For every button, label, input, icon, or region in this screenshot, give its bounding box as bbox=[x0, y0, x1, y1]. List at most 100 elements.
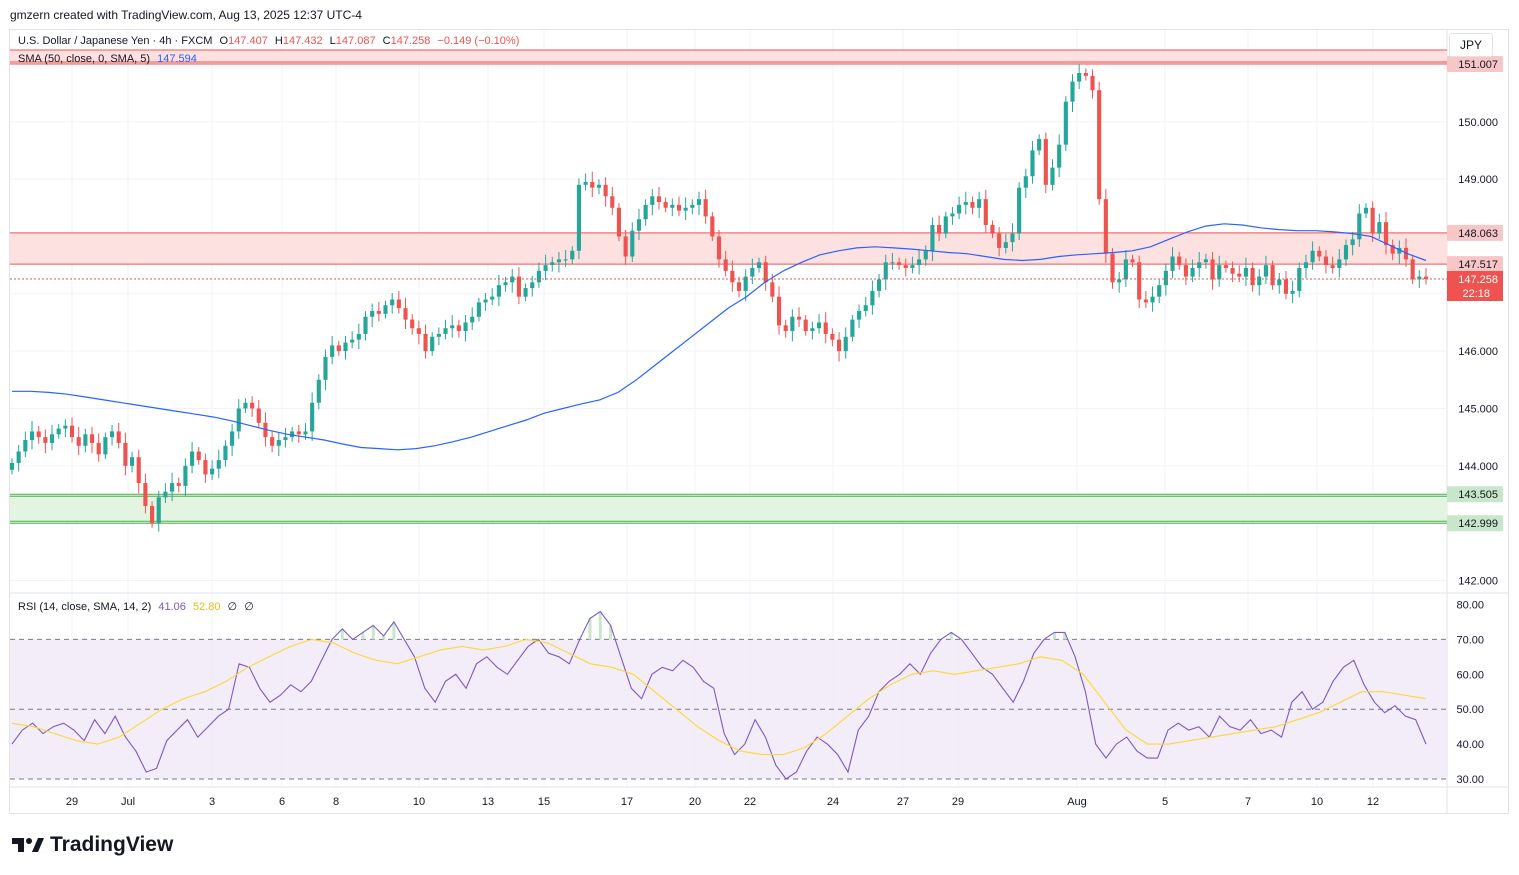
candle-body-102 bbox=[690, 204, 695, 208]
candle-body-84 bbox=[570, 250, 575, 260]
price-tick-2: 146.000 bbox=[1458, 346, 1498, 358]
time-tick-3: 6 bbox=[279, 796, 285, 808]
candle-body-63 bbox=[430, 336, 435, 352]
candle-body-49 bbox=[336, 345, 341, 352]
candle-body-15 bbox=[109, 431, 115, 438]
price-tick-3: 145.000 bbox=[1458, 403, 1498, 415]
candle-body-164 bbox=[1103, 199, 1108, 254]
attribution-text: gmzern created with TradingView.com, Aug… bbox=[10, 8, 362, 22]
candle-body-16 bbox=[116, 431, 121, 443]
candle-body-181 bbox=[1217, 265, 1222, 280]
candle-body-14 bbox=[103, 437, 108, 455]
candle-body-212 bbox=[1423, 276, 1429, 280]
candle-body-28 bbox=[196, 451, 201, 461]
candle-body-184 bbox=[1237, 273, 1242, 277]
candle-body-87 bbox=[590, 181, 595, 188]
rsi-legend: RSI (14, close, SMA, 14, 2) 41.06 52.80 … bbox=[18, 600, 258, 613]
zone-resistance-0 bbox=[10, 50, 1447, 65]
time-tick-15: 5 bbox=[1162, 796, 1168, 808]
time-tick-8: 17 bbox=[621, 796, 633, 808]
candle-body-79 bbox=[536, 270, 541, 283]
candle-body-41 bbox=[283, 437, 288, 441]
zone-label-151: 151.007 bbox=[1458, 59, 1498, 71]
candle-body-189 bbox=[1270, 265, 1275, 286]
zone-label-151-bg bbox=[1447, 56, 1503, 73]
candle-body-33 bbox=[230, 431, 235, 446]
candle-body-162 bbox=[1090, 75, 1095, 91]
zone-labels: 151.007 148.063 147.517 143.505 142.999 147.2… bbox=[1447, 56, 1503, 532]
candle-body-20 bbox=[143, 483, 148, 506]
zone-label-142999: 142.999 bbox=[1458, 518, 1498, 530]
candle-body-74 bbox=[503, 282, 508, 286]
zone-label-147517-bg bbox=[1447, 256, 1503, 273]
candle-body-186 bbox=[1250, 267, 1255, 286]
candle-body-124 bbox=[836, 339, 842, 352]
candle-body-107 bbox=[723, 259, 728, 271]
candle-body-89 bbox=[603, 184, 608, 197]
candle-body-208 bbox=[1397, 247, 1402, 254]
candle-body-50 bbox=[343, 342, 348, 352]
candle-body-78 bbox=[530, 282, 535, 289]
candle-body-139 bbox=[937, 224, 942, 234]
time-tick-16: 7 bbox=[1245, 796, 1251, 808]
candle-body-194 bbox=[1303, 262, 1309, 268]
candle-body-98 bbox=[663, 202, 668, 208]
candle-body-211 bbox=[1417, 276, 1422, 280]
candle-body-152 bbox=[1023, 176, 1028, 188]
candle-body-172 bbox=[1157, 285, 1162, 297]
candle-body-199 bbox=[1337, 259, 1342, 268]
candle-body-150 bbox=[1010, 233, 1015, 243]
candle-body-83 bbox=[563, 259, 568, 261]
rsi-ma-value: 52.80 bbox=[192, 601, 221, 613]
sma-legend: SMA (50, close, 0, SMA, 5) 147.594 bbox=[18, 53, 201, 65]
candle-body-149 bbox=[1003, 242, 1008, 248]
sma-value: 147.594 bbox=[157, 53, 197, 65]
candle-body-170 bbox=[1143, 299, 1148, 303]
rsi-tick-3: 50.00 bbox=[1456, 704, 1484, 716]
zone-label-148063: 148.063 bbox=[1458, 228, 1498, 240]
brand-name: TradingView bbox=[50, 833, 174, 856]
rsi-tick-5: 30.00 bbox=[1456, 774, 1484, 786]
candle-body-143 bbox=[963, 202, 968, 205]
candle-body-115 bbox=[776, 296, 782, 326]
rsi-axis: 80.00 70.00 60.00 50.00 40.00 30.00 bbox=[1456, 599, 1484, 786]
candle-body-97 bbox=[656, 196, 662, 203]
time-tick-18: 12 bbox=[1367, 796, 1379, 808]
currency-button[interactable]: JPY bbox=[1449, 33, 1493, 57]
candle-body-203 bbox=[1363, 207, 1369, 214]
candle-body-155 bbox=[1043, 138, 1048, 185]
candle-body-101 bbox=[683, 207, 688, 211]
candle-body-64 bbox=[436, 333, 441, 337]
candle-body-158 bbox=[1063, 101, 1068, 145]
change-value: −0.149 (−0.10%) bbox=[437, 35, 520, 47]
candle-body-72 bbox=[490, 296, 495, 300]
candle-body-34 bbox=[236, 408, 241, 432]
candle-body-61 bbox=[416, 328, 421, 334]
candle-body-55 bbox=[376, 311, 381, 314]
candle-body-123 bbox=[830, 333, 835, 340]
candle-body-0 bbox=[9, 462, 15, 470]
candle-body-59 bbox=[403, 308, 408, 320]
rsi-tick-2: 60.00 bbox=[1456, 669, 1484, 681]
candle-body-190 bbox=[1277, 279, 1282, 286]
candle-body-53 bbox=[363, 316, 368, 334]
candle-body-82 bbox=[556, 259, 561, 263]
candle-body-131 bbox=[883, 262, 888, 280]
candle-body-105 bbox=[710, 216, 715, 237]
candle-body-94 bbox=[636, 219, 642, 231]
candle-body-68 bbox=[463, 322, 468, 332]
candle-body-112 bbox=[756, 262, 762, 268]
time-tick-7: 15 bbox=[538, 796, 550, 808]
candle-body-122 bbox=[823, 322, 828, 334]
candle-body-156 bbox=[1050, 167, 1055, 185]
price-tick-0: 150.000 bbox=[1458, 117, 1498, 129]
candle-body-198 bbox=[1330, 265, 1335, 268]
candle-body-58 bbox=[396, 299, 401, 309]
candle-body-119 bbox=[803, 319, 808, 332]
candle-body-52 bbox=[356, 333, 361, 340]
candle-body-5 bbox=[43, 437, 48, 443]
candle-body-177 bbox=[1190, 267, 1195, 277]
candle-body-44 bbox=[303, 431, 308, 435]
candle-body-27 bbox=[190, 451, 195, 466]
